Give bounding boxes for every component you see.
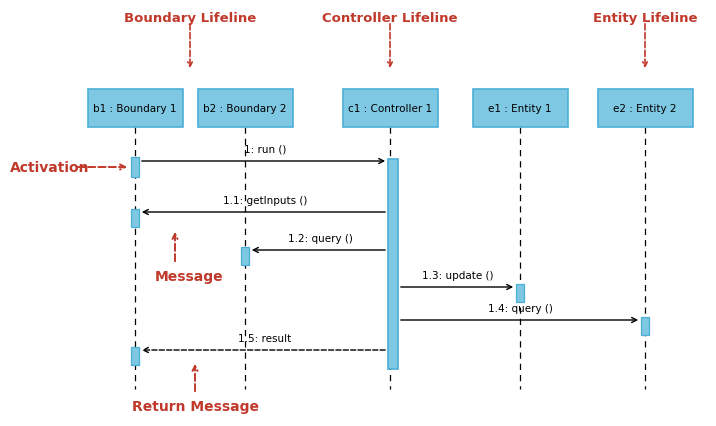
Bar xyxy=(87,90,183,128)
Text: e2 : Entity 2: e2 : Entity 2 xyxy=(613,104,677,114)
Text: Activation: Activation xyxy=(10,161,90,175)
Text: b2 : Boundary 2: b2 : Boundary 2 xyxy=(203,104,286,114)
Bar xyxy=(131,158,139,178)
Text: 1.1: getInputs (): 1.1: getInputs () xyxy=(223,196,307,205)
Bar xyxy=(516,284,524,302)
Text: Boundary Lifeline: Boundary Lifeline xyxy=(124,12,256,25)
Text: b1 : Boundary 1: b1 : Boundary 1 xyxy=(93,104,177,114)
Text: e1 : Entity 1: e1 : Entity 1 xyxy=(488,104,552,114)
Bar xyxy=(597,90,692,128)
Bar xyxy=(473,90,568,128)
Text: 1: run (): 1: run () xyxy=(244,145,286,155)
Bar xyxy=(342,90,437,128)
Bar xyxy=(388,160,398,369)
Bar xyxy=(131,210,139,227)
Text: Message: Message xyxy=(155,269,223,283)
Text: 1.4: query (): 1.4: query () xyxy=(488,303,553,313)
Bar xyxy=(241,248,249,265)
Text: Entity Lifeline: Entity Lifeline xyxy=(593,12,697,25)
Text: Return Message: Return Message xyxy=(132,399,258,413)
Text: 1.5: result: 1.5: result xyxy=(238,333,291,343)
Text: c1 : Controller 1: c1 : Controller 1 xyxy=(348,104,432,114)
Bar xyxy=(198,90,293,128)
Text: 1.3: update (): 1.3: update () xyxy=(422,271,494,280)
Bar xyxy=(641,317,649,335)
Text: 1.2: query (): 1.2: query () xyxy=(288,233,352,243)
Text: Controller Lifeline: Controller Lifeline xyxy=(322,12,458,25)
Bar xyxy=(131,347,139,365)
